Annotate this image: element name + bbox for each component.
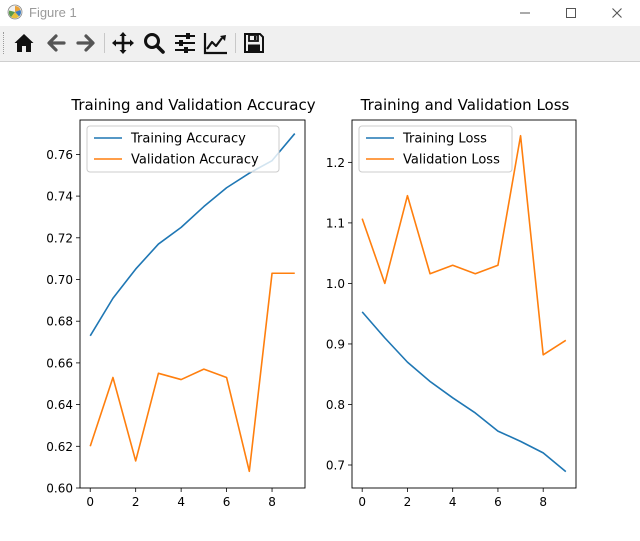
accuracy-y-tick-label: 0.74 (46, 190, 73, 204)
toolbar-separator (235, 33, 236, 53)
save-icon (244, 33, 264, 53)
validation-loss-line (361, 134, 567, 356)
window-titlebar: Figure 1 (0, 0, 640, 26)
training-loss-line (361, 311, 567, 473)
configure-subplots-icon (175, 33, 195, 53)
back-arrow-icon (47, 34, 66, 52)
accuracy-x-tick-label: 2 (132, 495, 140, 509)
loss-x-tick-label: 6 (494, 495, 502, 509)
pan-icon (112, 32, 134, 54)
accuracy-y-tick-label: 0.64 (46, 398, 73, 412)
loss-plot-area (352, 120, 576, 488)
accuracy-legend (86, 125, 280, 173)
loss-x-tick-label: 2 (404, 495, 412, 509)
loss-x-tick-label: 0 (358, 495, 366, 509)
forward-arrow-icon (76, 34, 95, 52)
matplotlib-logo-icon (7, 4, 23, 20)
loss-y-tick-label: 1.2 (326, 156, 345, 170)
toolbar-grip[interactable] (3, 32, 7, 54)
accuracy-axes-frame (79, 119, 306, 489)
accuracy-x-tick-label: 4 (177, 495, 185, 509)
accuracy-y-tick-label: 0.70 (46, 273, 73, 287)
loss-y-tick-label: 0.8 (326, 398, 345, 412)
window-title: Figure 1 (29, 5, 77, 20)
accuracy-y-tick-label: 0.76 (46, 148, 73, 162)
minimize-button[interactable] (502, 0, 548, 26)
toolbar-separator (104, 33, 105, 53)
loss-chart-title: Training and Validation Loss (360, 96, 570, 114)
navigation-toolbar (0, 26, 640, 62)
accuracy-chart-title: Training and Validation Accuracy (70, 96, 315, 114)
back-button[interactable] (43, 30, 69, 56)
accuracy-y-tick-label: 0.68 (46, 315, 73, 329)
forward-button[interactable] (73, 30, 99, 56)
loss-y-tick-label: 1.1 (326, 216, 345, 230)
accuracy-x-tick-label: 6 (223, 495, 231, 509)
configure-subplots-button[interactable] (172, 30, 198, 56)
edit-axis-button[interactable] (203, 30, 229, 56)
validation-accuracy-line (89, 272, 295, 473)
loss-legend (358, 125, 513, 173)
training-accuracy-legend-label: Training Accuracy (130, 132, 246, 147)
validation-loss-legend-label: Validation Loss (403, 153, 500, 168)
loss-y-tick-label: 0.7 (326, 459, 345, 473)
loss-x-tick-label: 8 (539, 495, 547, 509)
accuracy-y-tick-label: 0.66 (46, 356, 73, 370)
loss-y-tick-label: 1.0 (326, 277, 345, 291)
pan-button[interactable] (110, 30, 136, 56)
zoom-button[interactable] (141, 30, 167, 56)
close-button[interactable] (594, 0, 640, 26)
minimize-icon (520, 12, 530, 14)
loss-x-tick-label: 4 (449, 495, 457, 509)
accuracy-y-tick-label: 0.62 (46, 440, 73, 454)
edit-axis-icon (203, 33, 227, 55)
accuracy-y-tick-label: 0.60 (46, 482, 73, 496)
accuracy-x-tick-label: 8 (268, 495, 276, 509)
home-button[interactable] (11, 30, 37, 56)
maximize-button[interactable] (548, 0, 594, 26)
accuracy-y-tick-label: 0.72 (46, 231, 73, 245)
validation-accuracy-legend-label: Validation Accuracy (131, 153, 259, 168)
training-loss-legend-label: Training Loss (402, 132, 487, 147)
zoom-icon (144, 33, 165, 54)
accuracy-x-tick-label: 0 (86, 495, 94, 509)
loss-y-tick-label: 0.9 (326, 337, 345, 351)
loss-axes-frame (351, 119, 577, 489)
accuracy-plot-area (80, 120, 305, 488)
save-button[interactable] (241, 30, 267, 56)
close-icon (612, 8, 622, 18)
maximize-icon (566, 8, 576, 18)
figure-canvas[interactable]: Training and Validation Accuracy 0 2 4 6 8 0.6… (0, 61, 640, 541)
home-icon (14, 34, 34, 52)
